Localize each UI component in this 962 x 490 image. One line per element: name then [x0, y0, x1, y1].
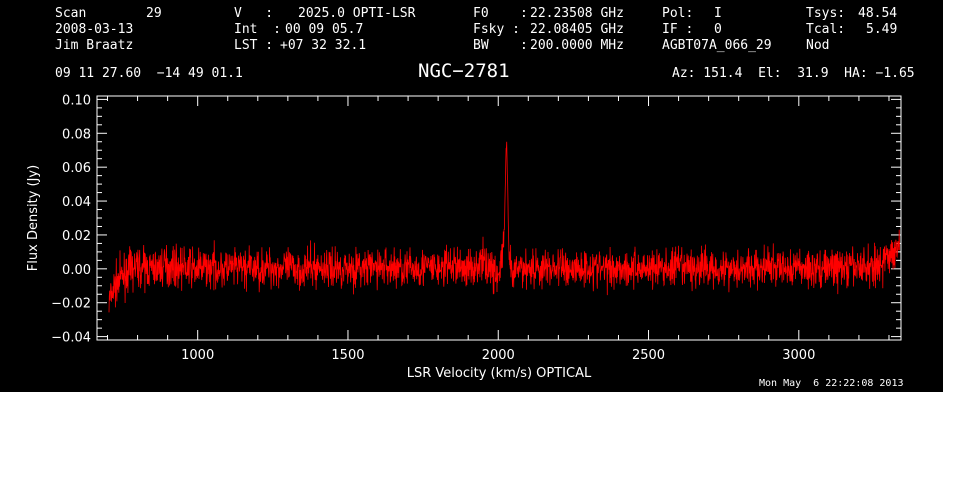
observer-name: Jim Braatz — [55, 38, 134, 53]
lst-label: LST : — [234, 38, 274, 53]
bandwidth-value: 200.0000 MHz — [530, 38, 624, 53]
plot-timestamp: Mon May 6 22:22:08 2013 — [759, 378, 904, 389]
y-tick-label: 0.02 — [62, 229, 91, 244]
velocity-value: 2025.0 OPTI-LSR — [298, 6, 416, 21]
x-tick-label: 2000 — [482, 348, 515, 363]
az-el-ha-readout: Az: 151.4 El: 31.9 HA: −1.65 — [672, 66, 915, 81]
tcal-value: 5.49 — [866, 22, 898, 37]
y-tick-label: −0.02 — [51, 297, 91, 312]
y-axis-title: Flux Density (Jy) — [26, 165, 41, 271]
y-tick-label: 0.06 — [62, 161, 91, 176]
if-label: IF : — [662, 22, 694, 37]
sky-freq-label: Fsky : — [473, 22, 520, 37]
spectrum-trace — [108, 141, 900, 313]
x-tick-label: 3000 — [782, 348, 815, 363]
bandwidth-label: BW : — [473, 38, 528, 53]
polarization-value: I — [714, 6, 722, 21]
lst-value: +07 32 32.1 — [280, 38, 367, 53]
spectrum-line — [108, 141, 900, 313]
source-name: NGC−2781 — [418, 60, 510, 82]
if-value: 0 — [714, 22, 722, 37]
source-coordinates: 09 11 27.60 −14 49 01.1 — [55, 66, 243, 81]
x-tick-label: 1500 — [331, 348, 364, 363]
rest-freq-value: 22.23508 GHz — [530, 6, 624, 21]
spectrum-chart: 1000 1500 2000 2500 3000 −0.04 −0.02 0.00 0.02 0.… — [26, 93, 902, 381]
spectrum-plot-window: Scan 29 2008-03-13 Jim Braatz V : 2025.0… — [0, 0, 943, 392]
y-tick-label: −0.04 — [51, 331, 91, 346]
x-tick-label: 1000 — [181, 348, 214, 363]
rest-freq-label: F0 : — [473, 6, 528, 21]
y-tick-label: 0.08 — [62, 127, 91, 142]
integration-value: 00 09 05.7 — [285, 22, 364, 37]
y-tick-label: 0.04 — [62, 195, 91, 210]
y-tick-label: 0.10 — [62, 93, 91, 108]
scan-value: 29 — [146, 6, 162, 21]
integration-label: Int : — [234, 22, 281, 37]
tcal-label: Tcal: — [806, 22, 846, 37]
axis-ticks — [97, 96, 901, 340]
x-axis-title: LSR Velocity (km/s) OPTICAL — [407, 366, 592, 381]
polarization-label: Pol: — [662, 6, 694, 21]
axis-tick-labels: 1000 1500 2000 2500 3000 −0.04 −0.02 0.00 0.02 0.… — [51, 93, 815, 363]
tsys-label: Tsys: — [806, 6, 846, 21]
procedure-name: Nod — [806, 38, 830, 53]
y-tick-label: 0.00 — [62, 263, 91, 278]
plot-frame — [96, 95, 902, 341]
scan-label: Scan — [55, 6, 87, 21]
velocity-label: V : — [234, 6, 274, 21]
observation-date: 2008-03-13 — [55, 22, 134, 37]
x-tick-label: 2500 — [632, 348, 665, 363]
sky-freq-value: 22.08405 GHz — [530, 22, 624, 37]
tsys-value: 48.54 — [858, 6, 898, 21]
project-id: AGBT07A_066_29 — [662, 38, 772, 53]
